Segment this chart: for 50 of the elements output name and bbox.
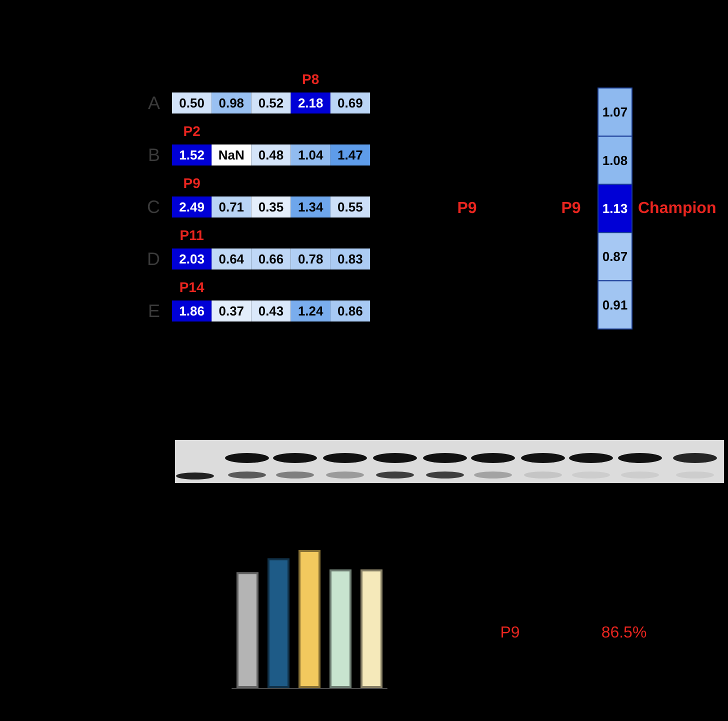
bar: [330, 569, 352, 688]
data-label: 0.86: [338, 304, 363, 318]
text: Champion: [638, 200, 716, 217]
text: P9: [457, 200, 477, 217]
bar: [236, 572, 258, 688]
data-label: 0.48: [258, 148, 284, 162]
data-label: 0.55: [338, 200, 363, 214]
text: P9: [500, 624, 520, 642]
text: P9: [561, 200, 581, 217]
data-label: 0.64: [218, 252, 245, 266]
data-label: 0.98: [218, 96, 244, 110]
bar: [298, 550, 320, 688]
y-tick-label: D: [147, 249, 160, 269]
data-label: 0.50: [179, 96, 204, 110]
data-label: 0.43: [258, 304, 284, 318]
data-label: 0.83: [338, 252, 363, 266]
y-tick-label: C: [147, 197, 160, 217]
annotation: P2: [183, 123, 201, 139]
data-label: 0.66: [258, 252, 284, 266]
data-label: 0.87: [602, 249, 628, 264]
data-label: 1.47: [338, 148, 363, 162]
data-label: 1.07: [602, 104, 628, 120]
data-label: 0.71: [218, 200, 244, 214]
annotation: P8: [302, 71, 320, 87]
bar: [268, 558, 290, 688]
annotation: P14: [179, 279, 204, 295]
data-label: 2.18: [298, 96, 324, 110]
data-label: 1.86: [179, 304, 204, 318]
y-tick-label: E: [148, 301, 160, 321]
annotation: P11: [180, 227, 204, 243]
data-label: 0.78: [298, 252, 324, 266]
text: NaN: [218, 148, 244, 162]
text: 86.5%: [601, 624, 647, 642]
y-tick-label: A: [148, 93, 160, 113]
data-label: 1.34: [298, 200, 324, 214]
data-label: 0.69: [338, 96, 363, 110]
data-label: 1.52: [179, 148, 204, 162]
data-label: 0.35: [258, 200, 284, 214]
bar: [360, 569, 382, 688]
data-label: 1.04: [298, 148, 324, 162]
data-label: 0.37: [218, 304, 244, 318]
data-label: 2.03: [179, 252, 204, 266]
y-tick-label: B: [148, 145, 160, 165]
data-label: 1.24: [298, 304, 324, 318]
data-label: 2.49: [179, 200, 204, 214]
data-label: 1.08: [602, 152, 628, 168]
data-label: 1.13: [602, 201, 628, 216]
annotation: P9: [183, 175, 201, 191]
data-label: 0.91: [602, 297, 628, 312]
data-label: 0.52: [258, 96, 284, 110]
